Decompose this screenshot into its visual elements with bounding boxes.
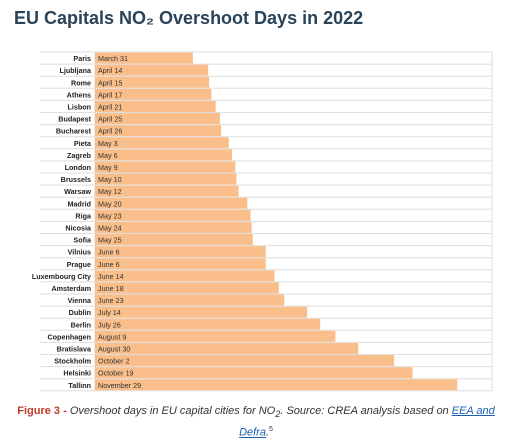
bar-rome	[95, 76, 210, 88]
category-label: Stockholm	[54, 357, 91, 366]
data-label: June 18	[98, 284, 124, 293]
data-label: November 29	[98, 381, 141, 390]
caption-footnote: 5	[269, 426, 273, 434]
category-label: Dublin	[69, 308, 91, 317]
bar-berlin	[95, 318, 321, 330]
data-label: May 3	[98, 139, 118, 148]
data-label: May 20	[98, 199, 122, 208]
data-label: May 24	[98, 223, 122, 232]
data-label: October 19	[98, 369, 134, 378]
data-label: June 23	[98, 296, 124, 305]
category-label: Nicosia	[65, 223, 92, 232]
category-label: Paris	[73, 54, 91, 63]
category-label: Pieta	[74, 139, 92, 148]
data-label: May 12	[98, 187, 122, 196]
caption-subscript: 2	[275, 409, 281, 420]
caption-link-eea[interactable]: EEA and	[451, 405, 495, 417]
category-label: Luxembourg City	[32, 272, 91, 281]
bar-chart: Paris March 31 Ljubljana April 14 Rome April …	[32, 51, 493, 392]
data-label: May 23	[98, 211, 122, 220]
bar-brussels	[95, 173, 237, 185]
bar-warsaw	[95, 185, 239, 197]
category-label: Tallinn	[68, 381, 91, 390]
caption-figure-label: Figure 3 -	[17, 405, 67, 417]
data-label: March 31	[98, 54, 128, 63]
category-label: Bratislava	[57, 344, 92, 353]
caption-main-text: Overshoot days in EU capital cities for …	[69, 405, 276, 417]
bar-pieta	[95, 137, 229, 149]
category-label: Vienna	[68, 296, 92, 305]
bar-lisbon	[95, 100, 216, 112]
category-label: Athens	[67, 90, 91, 99]
bar-sofia	[95, 234, 253, 246]
bar-vienna	[95, 294, 285, 306]
category-label: Amsterdam	[51, 284, 91, 293]
bar-paris	[95, 52, 193, 64]
category-label: Madrid	[67, 199, 91, 208]
category-label: Lisbon	[67, 102, 91, 111]
page-title: EU Capitals NO₂ Overshoot Days in 2022	[14, 8, 364, 28]
data-label: August 9	[98, 332, 126, 341]
category-label: London	[65, 163, 91, 172]
data-label: April 15	[98, 78, 122, 87]
data-label: May 25	[98, 236, 122, 245]
bar-riga	[95, 209, 251, 221]
data-label: June 6	[98, 248, 120, 257]
category-label: Zagreb	[67, 151, 92, 160]
bar-luxembourg-city	[95, 270, 275, 282]
bar-nicosia	[95, 221, 252, 233]
category-label: Prague	[67, 260, 91, 269]
data-label: July 14	[98, 308, 121, 317]
category-label: Ljubljana	[59, 66, 92, 75]
bar-ljubljana	[95, 64, 209, 76]
bar-zagreb	[95, 149, 233, 161]
bar-athens	[95, 88, 212, 100]
bar-prague	[95, 258, 266, 270]
bar-madrid	[95, 197, 248, 209]
bar-bratislava	[95, 342, 359, 354]
bar-budapest	[95, 113, 221, 125]
category-label: Helsinki	[63, 369, 91, 378]
data-label: April 14	[98, 66, 122, 75]
data-label: August 30	[98, 344, 130, 353]
bar-amsterdam	[95, 282, 279, 294]
category-label: Sofia	[73, 236, 92, 245]
category-label: Brussels	[61, 175, 91, 184]
data-label: May 6	[98, 151, 118, 160]
category-label: Berlin	[71, 320, 91, 329]
data-label: June 14	[98, 272, 124, 281]
bar-london	[95, 161, 236, 173]
figure-caption: Figure 3 - Overshoot days in EU capital …	[10, 403, 502, 441]
bar-helsinki	[95, 367, 413, 379]
data-label: April 26	[98, 127, 122, 136]
category-label: Bucharest	[56, 127, 92, 136]
bar-tallinn	[95, 379, 458, 391]
bar-bucharest	[95, 125, 222, 137]
data-label: October 2	[98, 357, 130, 366]
data-label: April 21	[98, 102, 122, 111]
bar-vilnius	[95, 246, 266, 258]
category-label: Riga	[75, 211, 92, 220]
caption-end: .	[265, 426, 270, 439]
category-label: Budapest	[58, 115, 91, 124]
data-label: April 17	[98, 90, 122, 99]
caption-text: Overshoot days in EU capital cities for …	[69, 405, 449, 420]
caption-source-text: . Source: CREA analysis based on	[280, 405, 449, 417]
data-label: May 10	[98, 175, 122, 184]
bar-stockholm	[95, 355, 395, 367]
category-label: Rome	[71, 78, 91, 87]
category-label: Copenhagen	[47, 332, 91, 341]
data-label: June 6	[98, 260, 120, 269]
data-label: July 26	[98, 320, 121, 329]
chart-gridlines	[40, 51, 493, 392]
data-label: May 9	[98, 163, 118, 172]
data-label: April 25	[98, 115, 122, 124]
caption-link-defra[interactable]: Defra	[239, 426, 266, 439]
category-label: Vilnius	[68, 248, 91, 257]
bar-dublin	[95, 306, 308, 318]
chart-bars: Paris March 31 Ljubljana April 14 Rome April …	[32, 52, 458, 391]
bar-copenhagen	[95, 330, 336, 342]
category-label: Warsaw	[64, 187, 91, 196]
